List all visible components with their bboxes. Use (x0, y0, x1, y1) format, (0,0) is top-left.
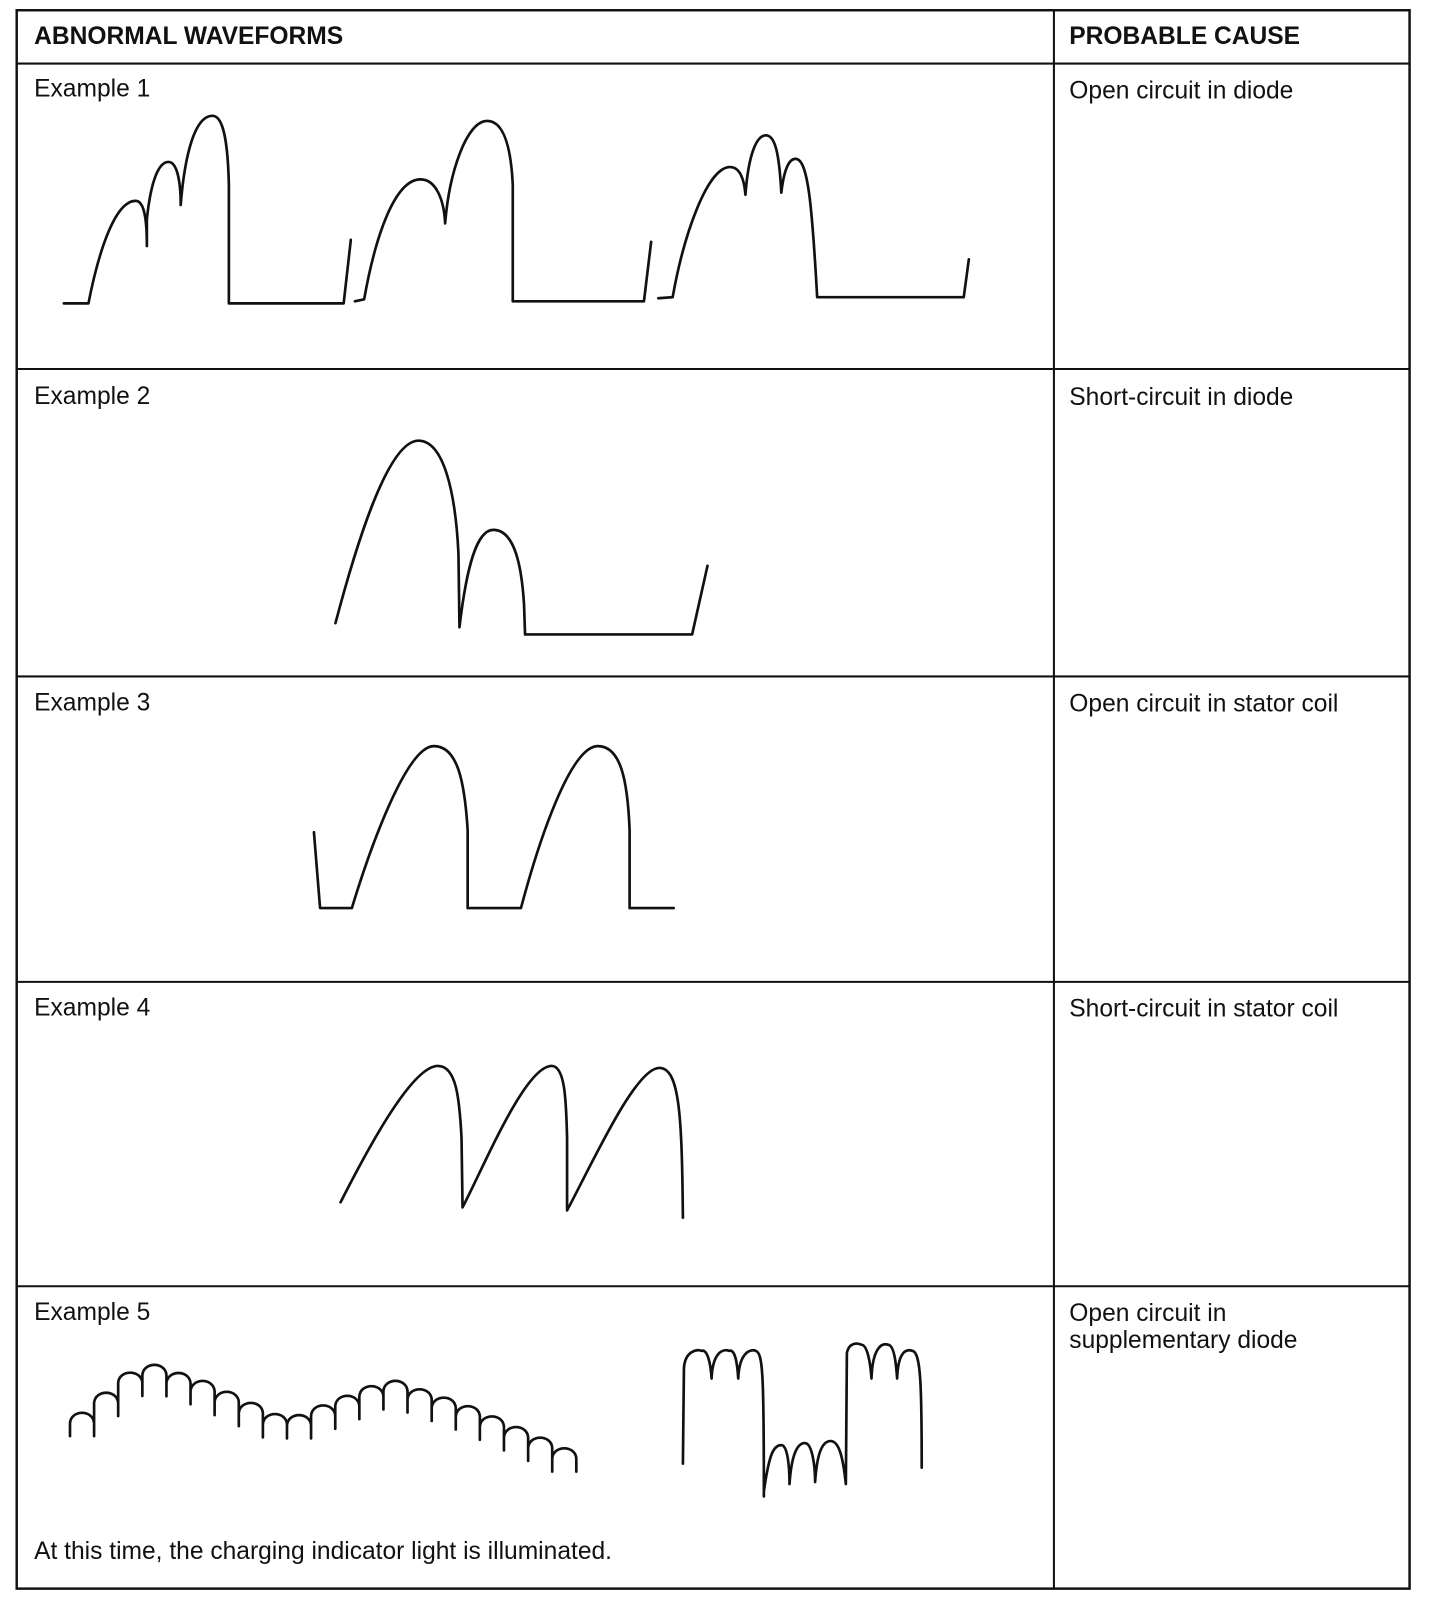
example-5-label: Example 5 (34, 1299, 150, 1326)
example-5-waveform-left (68, 1363, 578, 1473)
example-1-waveform-b (353, 119, 653, 303)
example-3-cause: Open circuit in stator coil (1069, 690, 1338, 717)
example-1-label: Example 1 (34, 75, 150, 102)
example-5-waveforms (68, 1342, 924, 1498)
example-4-label: Example 4 (34, 995, 150, 1022)
example-5-cause-line1: Open circuit in (1069, 1300, 1226, 1327)
header-abnormal-waveforms: ABNORMAL WAVEFORMS (34, 23, 343, 50)
table-grid (15, 9, 1411, 1590)
example-3-label: Example 3 (34, 689, 150, 716)
example-4-cause: Short-circuit in stator coil (1069, 996, 1338, 1023)
footnote: At this time, the charging indicator lig… (34, 1538, 612, 1565)
example-1-waveform-a (62, 114, 353, 305)
example-4-waveform (339, 1064, 685, 1219)
example-1-waveform (62, 114, 971, 305)
example-2-cause: Short-circuit in diode (1069, 384, 1293, 411)
example-5-cause-line2: supplementary diode (1069, 1327, 1297, 1354)
example-3-waveform (312, 744, 676, 910)
example-1-cause: Open circuit in diode (1069, 77, 1293, 104)
example-2-waveform (334, 439, 709, 636)
example-5-waveform-right (681, 1342, 924, 1498)
example-1-waveform-c (656, 133, 971, 300)
example-2-label: Example 2 (34, 383, 150, 410)
header-probable-cause: PROBABLE CAUSE (1069, 23, 1300, 50)
